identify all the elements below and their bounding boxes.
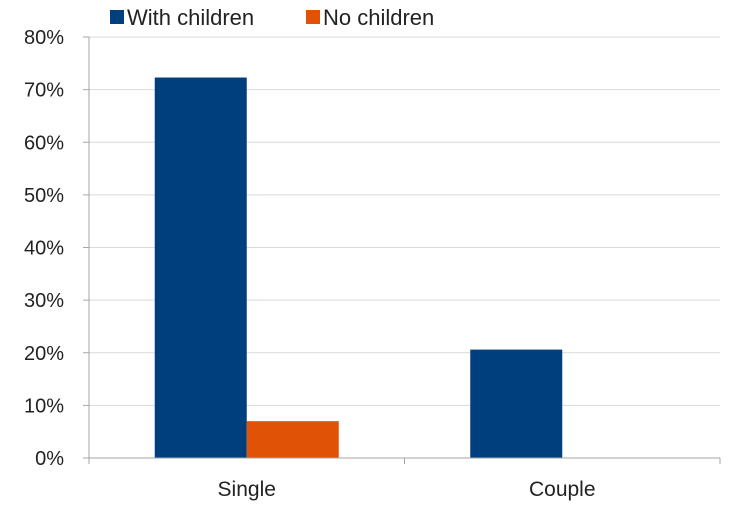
bar-no-children-single — [246, 421, 339, 458]
legend: With children No children — [110, 5, 434, 30]
legend-label: No children — [323, 5, 434, 30]
y-tick-label: 0% — [35, 448, 64, 470]
legend-label: With children — [127, 5, 254, 30]
y-tick-label: 60% — [24, 132, 64, 154]
x-tick-label: Single — [218, 478, 276, 501]
y-tick-label: 50% — [24, 185, 64, 207]
axes: 0% 10% 20% 30% 40% 50% 60% 70% 80% Single Couple — [24, 27, 721, 501]
legend-swatch — [306, 10, 320, 24]
bars — [154, 77, 563, 459]
bar-with-children-single — [154, 77, 247, 459]
legend-swatch — [110, 10, 124, 24]
y-tick-label: 30% — [24, 290, 64, 312]
y-tick-label: 80% — [24, 27, 64, 49]
y-tick-label: 70% — [24, 80, 64, 102]
x-tick-label: Couple — [529, 478, 596, 501]
y-tick-label: 40% — [24, 238, 64, 260]
y-tick-label: 10% — [24, 395, 64, 417]
y-tick-label: 20% — [24, 343, 64, 365]
bar-with-children-couple — [470, 349, 563, 458]
